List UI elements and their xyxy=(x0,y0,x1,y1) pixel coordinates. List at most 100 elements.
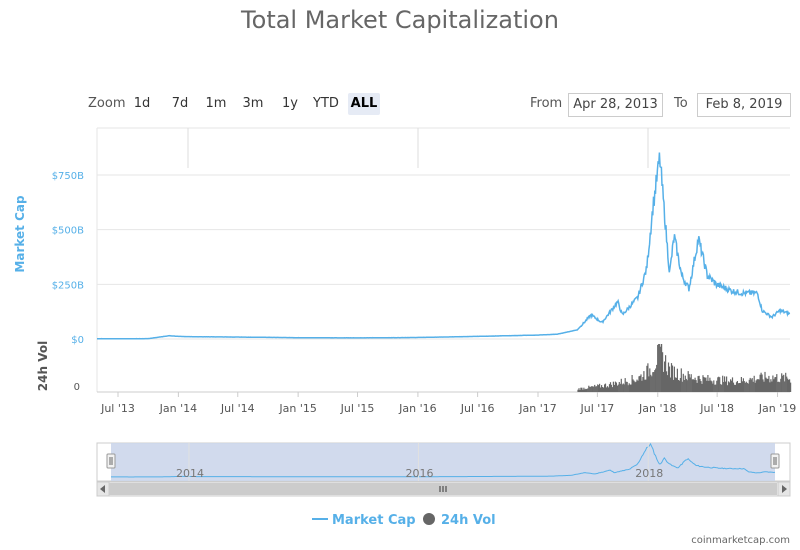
volume-bar xyxy=(626,381,628,392)
volume-bar xyxy=(599,383,601,392)
volume-bar xyxy=(605,387,608,392)
volume-bar xyxy=(697,376,699,392)
volume-bar xyxy=(587,388,589,392)
x-tick-label: Jul '14 xyxy=(220,402,255,415)
x-tick-label: Jan '18 xyxy=(638,402,676,415)
volume-bar xyxy=(720,384,722,392)
volume-bar xyxy=(790,382,792,392)
volume-bar xyxy=(712,383,714,392)
volume-axis-title: 24h Vol xyxy=(36,341,50,391)
volume-bar xyxy=(658,344,660,392)
volume-bar xyxy=(785,372,787,392)
volume-bar xyxy=(768,375,770,392)
volume-bar xyxy=(705,377,707,392)
zoom-ytd-button[interactable]: YTD xyxy=(313,96,339,111)
volume-bar xyxy=(678,380,680,392)
volume-bar xyxy=(783,374,785,392)
volume-bar xyxy=(600,387,602,392)
volume-bar xyxy=(636,379,638,392)
volume-bar xyxy=(711,381,713,392)
volume-bar xyxy=(773,379,775,392)
volume-bar xyxy=(730,379,732,392)
volume-bar xyxy=(777,381,779,392)
y-tick-label: $500B xyxy=(52,226,84,237)
zoom-1m-button[interactable]: 1m xyxy=(205,96,227,111)
volume-bar xyxy=(634,382,636,392)
volume-bar xyxy=(654,370,656,392)
volume-bar xyxy=(784,381,786,392)
volume-bar xyxy=(586,389,588,392)
zoom-7d-button[interactable]: 7d xyxy=(171,96,189,111)
volume-bar xyxy=(782,375,784,392)
volume-bar xyxy=(722,375,724,392)
volume-bar xyxy=(598,385,600,392)
volume-bar xyxy=(663,371,665,392)
zoom-1y-button[interactable]: 1y xyxy=(282,96,298,111)
volume-bar xyxy=(580,387,582,392)
volume-bar xyxy=(604,384,606,392)
volume-bar xyxy=(582,389,584,392)
volume-bar xyxy=(765,377,767,392)
volume-bar xyxy=(606,386,609,392)
volume-bar xyxy=(655,368,657,392)
volume-bar xyxy=(630,384,632,392)
legend-market-cap-label: Market Cap xyxy=(332,513,416,528)
volume-bar xyxy=(700,381,702,392)
from-date-input[interactable]: Apr 28, 2013 xyxy=(568,93,663,117)
volume-bar xyxy=(721,384,723,392)
volume-bar xyxy=(641,380,643,392)
volume-bar xyxy=(615,382,617,392)
volume-bar xyxy=(665,355,667,392)
volume-bar xyxy=(670,363,673,392)
volume-bar xyxy=(640,374,642,392)
volume-bar xyxy=(632,379,634,392)
volume-bar xyxy=(588,385,590,392)
volume-bar xyxy=(614,381,616,392)
navigator-right-handle[interactable] xyxy=(770,453,780,469)
volume-bar xyxy=(754,382,756,392)
volume-bar xyxy=(612,381,614,392)
volume-bar xyxy=(756,379,758,392)
volume-bar xyxy=(786,376,788,392)
x-tick-label: Jan '19 xyxy=(758,402,796,415)
volume-bar xyxy=(648,376,650,392)
navigator-left-handle[interactable] xyxy=(106,453,116,469)
legend-item-market-cap[interactable]: Market Cap xyxy=(312,513,416,528)
volume-bar xyxy=(751,378,753,392)
volume-bar xyxy=(703,377,705,392)
volume-bar xyxy=(704,377,706,392)
zoom-1d-button[interactable]: 1d xyxy=(133,96,151,111)
volume-bar xyxy=(653,372,655,392)
credit-link[interactable]: coinmarketcap.com xyxy=(691,535,790,546)
volume-bar xyxy=(680,368,682,392)
legend-item-24h-vol[interactable]: 24h Vol xyxy=(423,513,496,528)
zoom-3m-button[interactable]: 3m xyxy=(242,96,264,111)
volume-bar xyxy=(739,383,741,392)
volume-bar xyxy=(684,375,686,392)
volume-bar xyxy=(690,374,692,392)
volume-bar xyxy=(613,384,615,392)
volume-bar xyxy=(761,374,763,392)
volume-bar xyxy=(693,379,695,392)
to-date-input[interactable]: Feb 8, 2019 xyxy=(697,93,791,117)
volume-bar xyxy=(699,379,701,392)
volume-bar xyxy=(647,363,649,392)
volume-bar xyxy=(595,386,597,392)
chart-title: Total Market Capitalization xyxy=(241,6,559,34)
volume-bar xyxy=(688,374,690,392)
volume-bar xyxy=(726,376,728,392)
volume-bar xyxy=(742,378,744,392)
volume-bar xyxy=(696,382,698,392)
volume-bar xyxy=(679,378,681,392)
volume-bar xyxy=(760,372,762,392)
chevron-left-icon xyxy=(100,485,105,493)
volume-bar xyxy=(666,371,668,392)
volume-bar xyxy=(685,378,687,392)
volume-bar xyxy=(652,372,654,392)
volume-bar xyxy=(733,384,736,392)
from-label: From xyxy=(530,96,563,111)
volume-bar xyxy=(706,380,708,392)
volume-bar xyxy=(577,389,579,392)
zoom-all-button[interactable]: ALL xyxy=(348,93,380,115)
